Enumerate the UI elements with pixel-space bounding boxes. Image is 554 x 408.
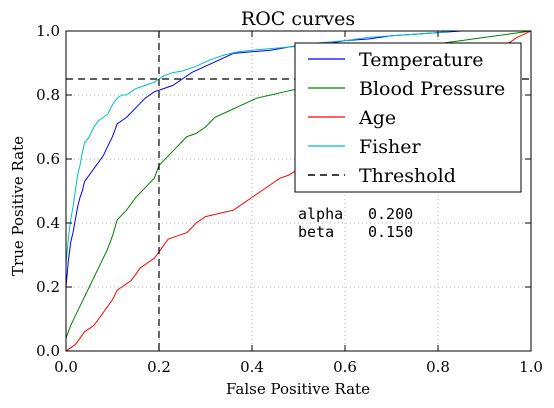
legend-label-age: Age xyxy=(358,107,396,129)
ticks xyxy=(65,30,532,352)
x-tick-label: 1.0 xyxy=(519,358,543,376)
alpha-label: alpha xyxy=(298,205,343,223)
legend-label-blood-pressure: Blood Pressure xyxy=(359,78,505,100)
legend-label-threshold: Threshold xyxy=(359,165,456,187)
legend-label-temperature: Temperature xyxy=(359,49,483,71)
y-tick-label: 0.2 xyxy=(36,278,60,296)
chart-title: ROC curves xyxy=(241,8,355,30)
beta-value: 0.150 xyxy=(368,223,413,241)
x-tick-label: 0.0 xyxy=(54,358,78,376)
alpha-value: 0.200 xyxy=(368,205,413,223)
plot-frame xyxy=(65,30,532,352)
x-tick-label: 0.6 xyxy=(333,358,357,376)
beta-label: beta xyxy=(298,223,334,241)
y-tick-label: 0.6 xyxy=(36,150,60,168)
legend-label-fisher: Fisher xyxy=(359,136,421,158)
legend: Temperature Blood Pressure Age Fisher Thresh… xyxy=(294,42,522,193)
tick-labels: 0.0 0.2 0.4 0.6 0.8 1.0 0.0 0.2 0.4 0.6 0.8 1.0 xyxy=(36,22,543,376)
stats-annotation: alpha 0.200 beta 0.150 xyxy=(298,205,413,241)
x-tick-label: 0.8 xyxy=(426,358,450,376)
fisher-line xyxy=(66,31,531,265)
x-axis-label: False Positive Rate xyxy=(226,380,370,398)
x-tick-label: 0.2 xyxy=(147,358,171,376)
y-tick-label: 0.0 xyxy=(36,342,60,360)
x-tick-label: 0.4 xyxy=(240,358,264,376)
temperature-line xyxy=(66,31,531,288)
y-tick-label: 0.4 xyxy=(36,214,60,232)
y-tick-label: 1.0 xyxy=(36,22,60,40)
y-axis-label: True Positive Rate xyxy=(9,136,27,276)
y-tick-label: 0.8 xyxy=(36,86,60,104)
